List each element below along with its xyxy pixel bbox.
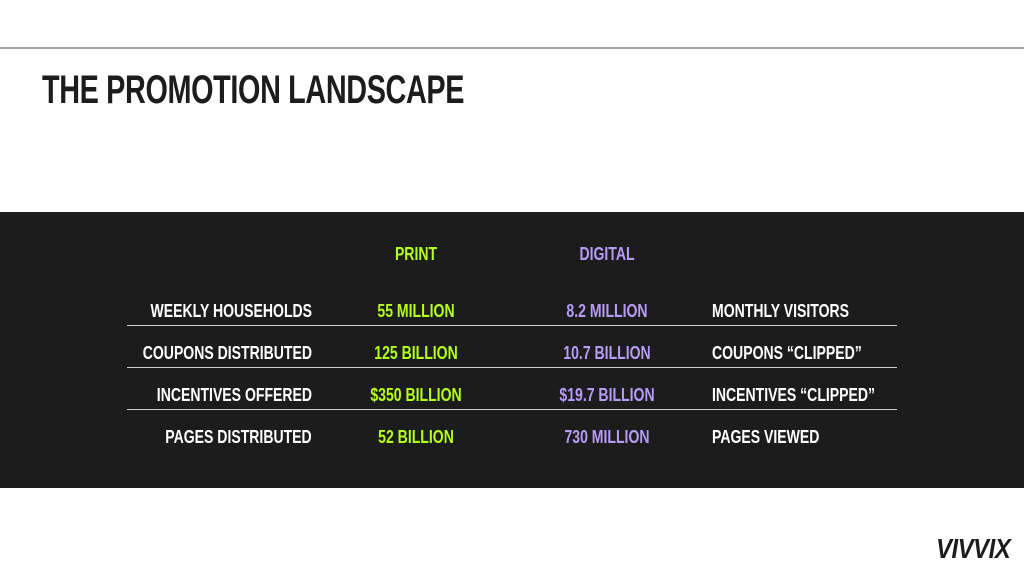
row-divider [127,367,897,368]
row-label-left: INCENTIVES OFFERED [156,385,312,405]
row-label-left: COUPONS DISTRIBUTED [142,343,312,363]
row-label-right: MONTHLY VISITORS [712,301,850,321]
print-value: 55 MILLION [377,301,455,321]
row-label-right: PAGES VIEWED [712,427,820,447]
table-row: COUPONS DISTRIBUTED 125 BILLION 10.7 BIL… [0,333,1024,375]
table-row: WEEKLY HOUSEHOLDS 55 MILLION 8.2 MILLION… [0,291,1024,333]
print-value: 52 BILLION [378,427,454,447]
row-label-left: WEEKLY HOUSEHOLDS [150,301,312,321]
column-header-digital: DIGITAL [579,244,635,264]
digital-value: $19.7 BILLION [559,385,655,405]
vivvix-logo: VIVVIX [935,533,1011,564]
print-value: $350 BILLION [370,385,462,405]
digital-value: 10.7 BILLION [563,343,651,363]
row-label-right: COUPONS “CLIPPED” [712,343,862,363]
row-label-left: PAGES DISTRIBUTED [165,427,312,447]
print-value: 125 BILLION [374,343,458,363]
row-label-right: INCENTIVES “CLIPPED” [712,385,876,405]
row-divider [127,325,897,326]
column-header-print: PRINT [394,244,438,264]
digital-value: 8.2 MILLION [566,301,648,321]
table-row: PAGES DISTRIBUTED 52 BILLION 730 MILLION… [0,417,1024,459]
top-divider [0,47,1024,49]
digital-value: 730 MILLION [564,427,650,447]
row-divider [127,409,897,410]
comparison-table: PRINT DIGITAL WEEKLY HOUSEHOLDS 55 MILLI… [0,212,1024,488]
table-row: INCENTIVES OFFERED $350 BILLION $19.7 BI… [0,375,1024,417]
page-title: THE PROMOTION LANDSCAPE [42,68,465,112]
